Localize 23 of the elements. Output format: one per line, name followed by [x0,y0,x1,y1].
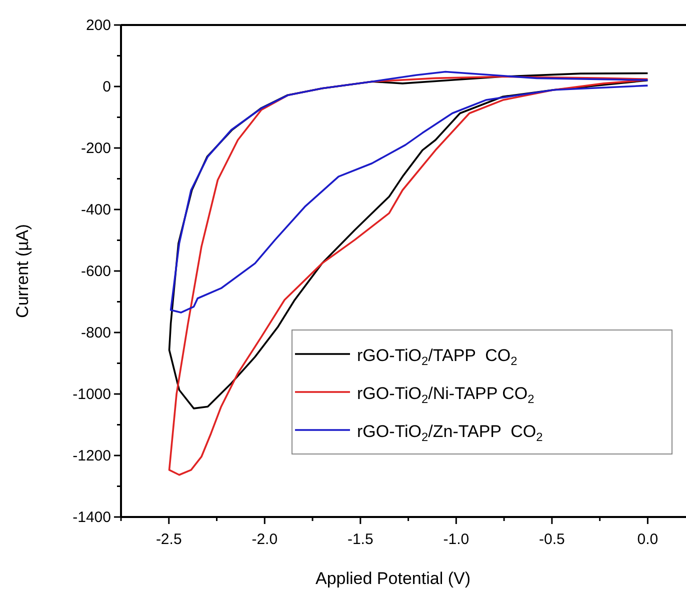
y-axis-title: Current (µA) [13,224,32,318]
x-tick-label: -0.5 [539,531,565,548]
y-tick-label: -400 [80,202,111,218]
x-tick-label: -2.0 [252,531,278,548]
line-series [170,70,649,314]
y-tick-label: -1000 [72,386,111,403]
x-tick-label: -1.5 [347,531,374,548]
x-axis-title: Applied Potential (V) [316,569,470,588]
line-series [168,72,649,410]
line-series [168,76,649,476]
x-tick-label: 0.0 [637,531,658,548]
y-tick-label: -200 [80,140,111,157]
legend-label: rGO-TiO$_{2}$/Ni-TAPP CO$_{2}$ [357,384,535,406]
x-tick-label: -1.0 [443,531,470,548]
y-tick-label: -1200 [72,448,111,464]
y-tick-label: 0 [102,78,111,96]
y-tick-label: 200 [86,17,111,34]
y-tick-label: -1400 [72,509,111,526]
legend-label: rGO-TiO$_{2}$/TAPP CO$_{2}$ [357,346,518,368]
y-tick-label: -800 [80,324,111,342]
legend-label: rGO-TiO$_{2}$/Zn-TAPP CO$_{2}$ [357,422,544,444]
y-tick-label: -600 [80,263,111,280]
x-tick-label: -2.5 [156,531,182,548]
